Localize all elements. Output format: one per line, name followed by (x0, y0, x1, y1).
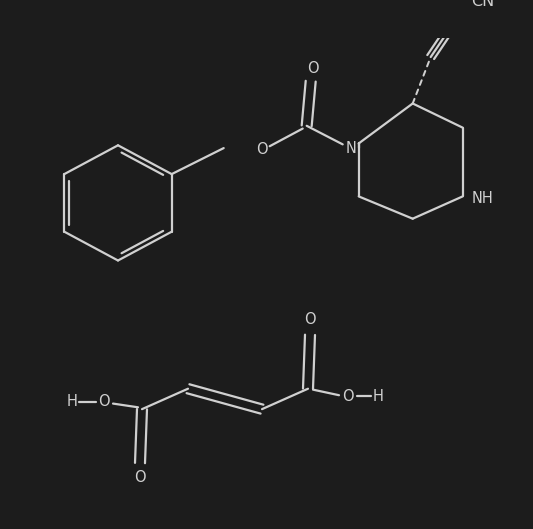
Text: O: O (256, 142, 268, 158)
Text: O: O (307, 61, 319, 76)
Text: H: H (373, 389, 383, 404)
Text: NH: NH (472, 191, 494, 206)
Text: O: O (342, 389, 354, 404)
Text: CN: CN (471, 0, 494, 9)
Text: N: N (345, 141, 356, 156)
Text: H: H (67, 394, 77, 409)
Text: O: O (134, 470, 146, 486)
Text: O: O (304, 313, 316, 327)
Text: O: O (98, 394, 110, 409)
